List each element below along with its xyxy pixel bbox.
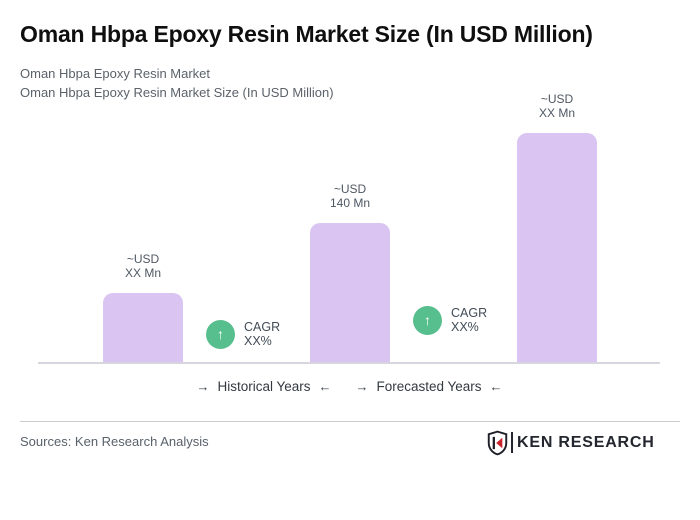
period-label-text: Historical Years (217, 379, 311, 394)
bar-value-line-1: ~USD (126, 252, 160, 266)
cagr-line-2: XX% (244, 334, 272, 348)
arrow-right-icon: → (196, 379, 210, 394)
chart-subtitle: Oman Hbpa Epoxy Resin Market Oman Hbpa E… (20, 64, 334, 102)
bar-value-line-2: 140 Mn (329, 195, 371, 210)
ken-research-logo: KEN RESEARCH (487, 429, 655, 456)
bar-value-line-2: XX Mn (538, 105, 575, 120)
subtitle-line-2: Oman Hbpa Epoxy Resin Market Size (In US… (20, 85, 334, 100)
chart-bar (103, 293, 183, 363)
up-arrow-glyph: ↑ (217, 326, 224, 342)
cagr-line-1: CAGR (451, 306, 488, 320)
bar-value-label: ~USD XX Mn (497, 92, 617, 120)
bar-value-line-2: XX Mn (124, 265, 161, 280)
logo-wordmark: KEN RESEARCH (517, 433, 655, 451)
forecasted-years-label: → Forecasted Years ← (355, 379, 502, 394)
logo-separator (511, 432, 513, 453)
cagr-annotation: ↑ CAGR XX% (206, 319, 280, 349)
growth-up-arrow-icon: ↑ (206, 319, 235, 349)
historical-years-label: → Historical Years ← (196, 379, 331, 394)
chart-bar (310, 223, 390, 363)
arrow-right-icon: → (355, 379, 369, 394)
chart-bar (517, 133, 597, 363)
footer-divider (20, 421, 680, 422)
page-title: Oman Hbpa Epoxy Resin Market Size (In US… (20, 21, 593, 47)
bar-value-label: ~USD XX Mn (83, 252, 203, 280)
arrow-left-icon: ← (318, 379, 332, 394)
cagr-label: CAGR XX% (244, 320, 280, 348)
cagr-line-2: XX% (451, 320, 479, 334)
cagr-label: CAGR XX% (451, 306, 487, 334)
bar-value-line-1: ~USD (540, 92, 574, 106)
sources-note: Sources: Ken Research Analysis (20, 434, 209, 449)
growth-up-arrow-icon: ↑ (413, 305, 442, 335)
arrow-left-icon: ← (489, 379, 503, 394)
period-label-text: Forecasted Years (376, 379, 482, 394)
ken-research-shield-icon (487, 430, 508, 455)
bar-chart: ~USD XX Mn ~USD 140 Mn ~USD XX Mn ↑ CAGR… (83, 92, 617, 363)
subtitle-line-1: Oman Hbpa Epoxy Resin Market (20, 66, 211, 81)
cagr-annotation: ↑ CAGR XX% (413, 305, 487, 335)
bar-value-label: ~USD 140 Mn (290, 182, 410, 210)
bar-value-line-1: ~USD (333, 182, 367, 196)
up-arrow-glyph: ↑ (424, 312, 431, 328)
cagr-line-1: CAGR (244, 320, 281, 334)
x-axis-baseline (38, 362, 660, 364)
